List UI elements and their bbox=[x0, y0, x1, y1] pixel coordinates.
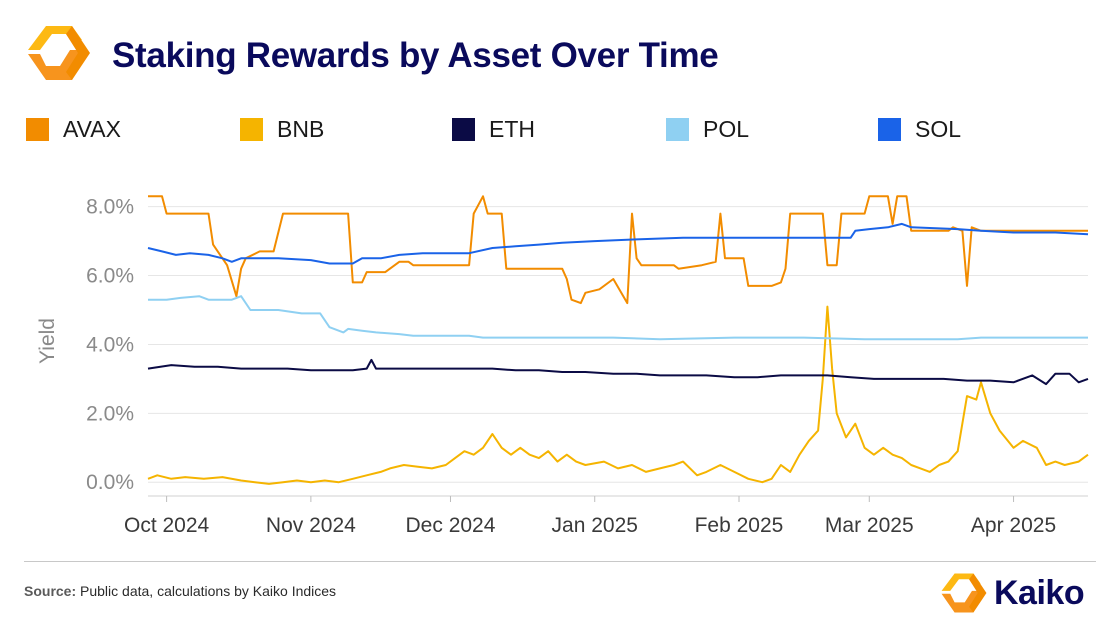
legend-swatch bbox=[452, 118, 475, 141]
legend-label: POL bbox=[703, 116, 750, 142]
legend-item-eth: ETH bbox=[452, 116, 535, 143]
legend-label: ETH bbox=[489, 116, 535, 142]
series-line-avax bbox=[148, 195, 1088, 305]
kaiko-logo-icon bbox=[28, 26, 90, 80]
legend-swatch bbox=[878, 118, 901, 141]
y-tick-label: 4.0% bbox=[86, 333, 134, 356]
x-tick-label: Mar 2025 bbox=[825, 514, 914, 537]
x-tick-label: Feb 2025 bbox=[695, 514, 784, 537]
series-line-bnb bbox=[147, 305, 1089, 485]
legend-swatch bbox=[240, 118, 263, 141]
brand-name: Kaiko bbox=[994, 573, 1085, 612]
legend: AVAX BNB ETH POL SOL bbox=[0, 116, 1120, 148]
legend-item-pol: POL bbox=[666, 116, 749, 143]
series-line-eth bbox=[147, 358, 1089, 386]
page-title: Staking Rewards by Asset Over Time bbox=[112, 36, 719, 75]
x-tick-label: Jan 2025 bbox=[552, 514, 638, 537]
y-tick-label: 6.0% bbox=[86, 265, 134, 288]
x-tick-label: Dec 2024 bbox=[406, 514, 496, 537]
x-tick-label: Nov 2024 bbox=[266, 514, 356, 537]
legend-item-avax: AVAX bbox=[26, 116, 121, 143]
source-text: Public data, calculations by Kaiko Indic… bbox=[76, 583, 337, 599]
x-tick-label: Oct 2024 bbox=[124, 514, 210, 537]
legend-item-bnb: BNB bbox=[240, 116, 324, 143]
series-line-sol bbox=[147, 222, 1089, 265]
source-label: Source: bbox=[24, 583, 77, 599]
line-chart: 0.0% 2.0% 4.0% 6.0% 8.0% Yield Oct 2024 Nov 202… bbox=[36, 195, 1089, 537]
y-tick-label: 2.0% bbox=[86, 402, 134, 425]
legend-swatch bbox=[26, 118, 49, 141]
y-tick-label: 0.0% bbox=[86, 471, 134, 494]
y-tick-label: 8.0% bbox=[86, 196, 134, 219]
brand: Kaiko bbox=[940, 571, 1100, 615]
legend-swatch bbox=[666, 118, 689, 141]
legend-label: AVAX bbox=[63, 116, 121, 142]
y-axis-label: Yield bbox=[36, 318, 59, 364]
legend-label: SOL bbox=[915, 116, 962, 142]
legend-label: BNB bbox=[277, 116, 325, 142]
series-line-pol bbox=[148, 295, 1088, 341]
legend-item-sol: SOL bbox=[878, 116, 961, 143]
x-tick-label: Apr 2025 bbox=[971, 514, 1056, 537]
kaiko-brand-icon bbox=[941, 573, 987, 613]
source-note: Source: Public data, calculations by Kai… bbox=[24, 583, 336, 599]
footer-divider bbox=[24, 561, 1096, 562]
